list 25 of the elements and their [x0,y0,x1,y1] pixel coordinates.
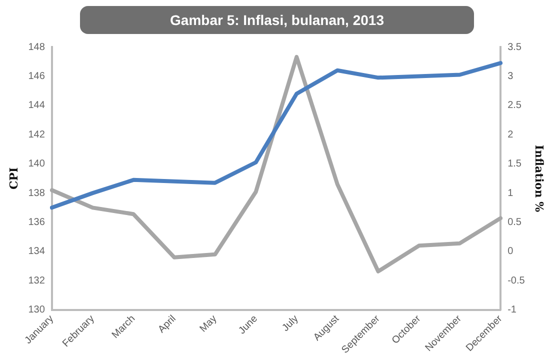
y2-tick-label: -1 [508,304,517,316]
y-tick-label: 140 [28,158,46,170]
y-tick-label: 146 [28,70,46,82]
y-tick-label: 130 [28,304,46,316]
y2-tick-label: 0 [508,246,514,258]
y-tick-label: 142 [28,129,46,140]
y-tick-label: 148 [28,42,46,53]
y2-tick-label: 3 [508,70,514,82]
y-tick-label: 138 [28,188,46,199]
y-tick-label: 136 [28,217,46,228]
y2-tick-label: 2 [508,129,514,140]
chart-title: Gambar 5: Inflasi, bulanan, 2013 [80,6,474,34]
x-tick-label: July [280,313,301,334]
y-axis-title: CPI [7,167,20,190]
y2-tick-label: 3.5 [508,42,522,53]
x-tick-label: May [198,313,220,335]
y2-axis-title: Inflation % [532,144,546,213]
y-tick-label: 144 [28,100,46,112]
y2-tick-label: 0.5 [508,217,522,228]
y2-tick-label: 1 [508,188,514,199]
y2-tick-label: 2.5 [508,100,522,112]
y2-tick-label: -0.5 [508,275,526,286]
y2-tick-label: 1.5 [508,158,522,170]
y-tick-label: 134 [28,246,46,258]
y-tick-label: 132 [28,275,46,286]
